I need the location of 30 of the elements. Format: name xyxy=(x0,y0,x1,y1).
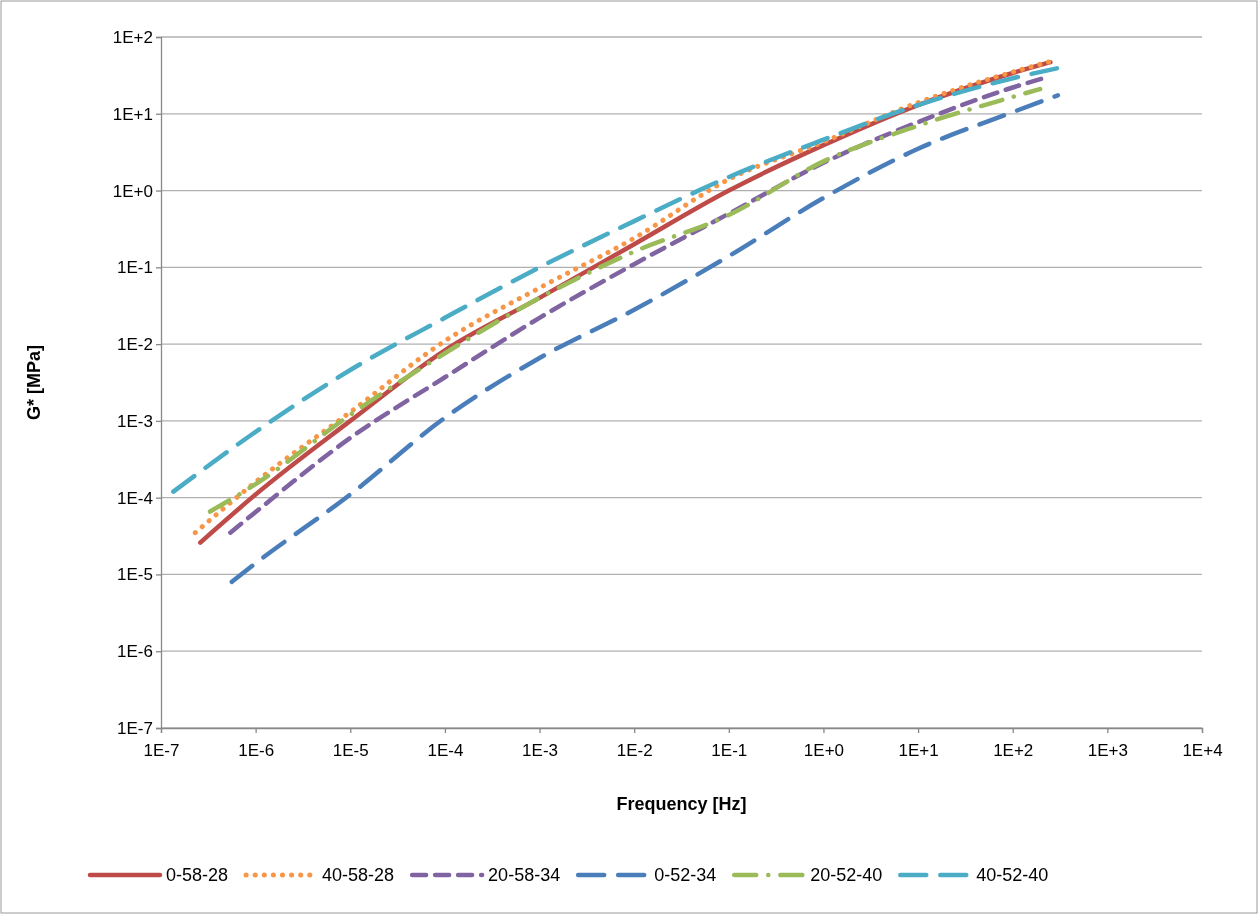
legend-label: 40-52-40 xyxy=(976,865,1049,885)
x-tick-label: 1E+4 xyxy=(1182,741,1223,761)
y-tick-label: 1E-6 xyxy=(117,642,153,662)
legend-label: 40-58-28 xyxy=(322,865,395,885)
y-tick-label: 1E-5 xyxy=(117,565,153,585)
x-tick-label: 1E+0 xyxy=(803,741,845,761)
y-tick-label: 1E-1 xyxy=(117,258,153,278)
x-tick-label: 1E+1 xyxy=(898,741,939,761)
x-axis-title: Frequency [Hz] xyxy=(616,794,747,814)
x-tick-label: 1E-6 xyxy=(238,741,275,761)
y-tick-label: 1E+2 xyxy=(112,27,153,47)
y-tick-label: 1E+0 xyxy=(112,181,153,201)
x-tick-label: 1E-5 xyxy=(332,741,369,761)
y-tick-label: 1E-3 xyxy=(117,411,153,431)
legend-label: 0-52-34 xyxy=(654,865,717,885)
legend-label: 20-58-34 xyxy=(488,865,561,885)
x-tick-label: 1E+3 xyxy=(1087,741,1128,761)
y-tick-label: 1E-7 xyxy=(117,718,153,738)
x-tick-label: 1E-7 xyxy=(143,741,180,761)
y-tick-label: 1E-2 xyxy=(117,335,153,355)
y-tick-label: 1E-4 xyxy=(117,488,153,508)
y-axis-title: G* [MPa] xyxy=(24,344,44,421)
x-tick-label: 1E-1 xyxy=(711,741,748,761)
x-tick-label: 1E-3 xyxy=(522,741,559,761)
x-tick-label: 1E-2 xyxy=(616,741,653,761)
legend-label: 0-58-28 xyxy=(166,865,229,885)
legend-label: 20-52-40 xyxy=(810,865,883,885)
x-tick-label: 1E-4 xyxy=(427,741,464,761)
y-tick-label: 1E+1 xyxy=(112,104,153,124)
x-tick-label: 1E+2 xyxy=(993,741,1034,761)
